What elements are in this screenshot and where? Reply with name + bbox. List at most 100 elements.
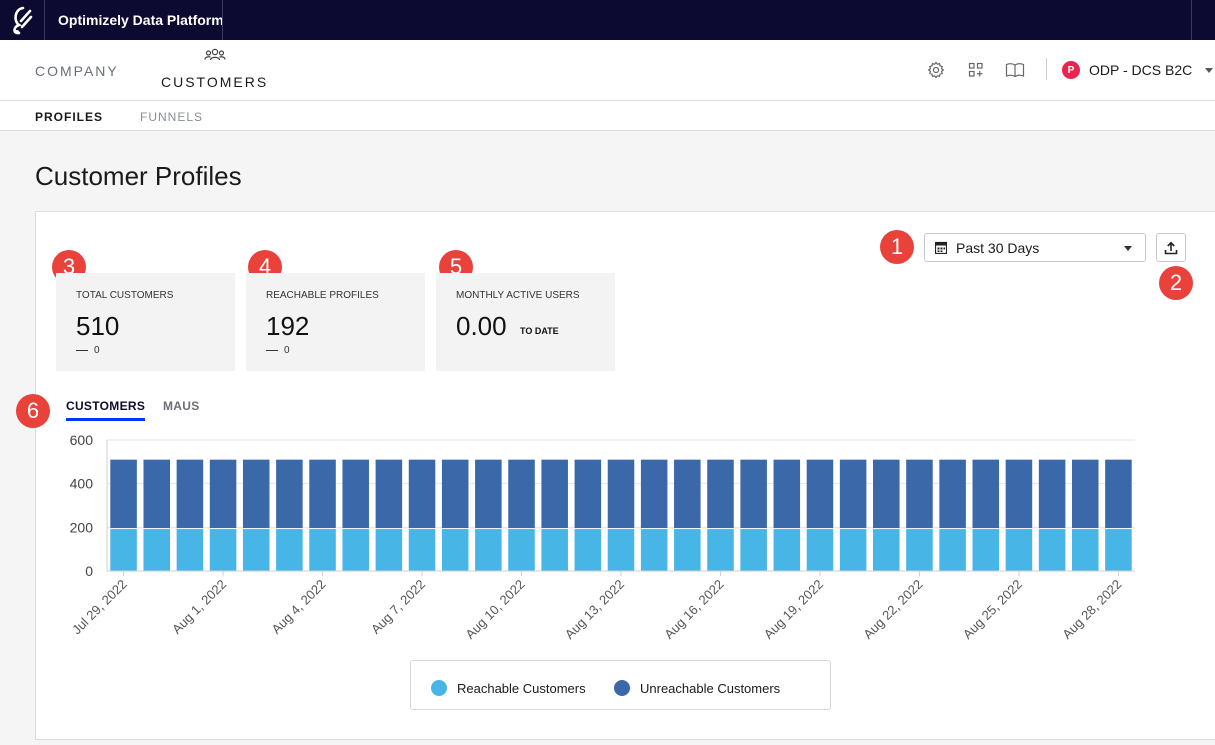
stat-monthly-active-users[interactable]: MONTHLY ACTIVE USERS 0.00 TO DATE: [436, 273, 615, 371]
bar-unreachable: [209, 459, 237, 529]
bar-reachable: [640, 529, 668, 571]
bar-reachable: [342, 529, 369, 571]
legend-item-unreachable[interactable]: Unreachable Customers: [614, 680, 780, 696]
stat-suffix: TO DATE: [520, 326, 559, 336]
legend-swatch: [431, 680, 447, 696]
x-tick-label: Aug 13, 2022: [562, 577, 627, 642]
bar-unreachable: [806, 459, 834, 529]
topbar-divider: [222, 0, 223, 40]
callout-badge: 1: [880, 230, 914, 264]
legend-item-reachable[interactable]: Reachable Customers: [431, 680, 586, 696]
nav-separator: [1046, 58, 1047, 80]
nav-customers[interactable]: CUSTOMERS: [161, 74, 269, 90]
stat-delta-value: 0: [94, 345, 100, 356]
stat-delta-value: 0: [284, 345, 290, 356]
bar-unreachable: [441, 459, 469, 529]
tab-funnels[interactable]: FUNNELS: [140, 110, 204, 124]
bar-unreachable: [607, 459, 635, 529]
bar-reachable: [242, 529, 270, 571]
x-tick-label: Aug 25, 2022: [960, 577, 1025, 642]
bar-reachable: [972, 529, 1000, 571]
bar-unreachable: [640, 459, 668, 529]
top-bar: Optimizely Data Platform: [0, 0, 1215, 40]
bar-unreachable: [176, 459, 204, 529]
bar-unreachable: [1038, 459, 1066, 529]
bar-reachable: [209, 529, 237, 571]
stat-reachable-profiles[interactable]: REACHABLE PROFILES 192 0: [246, 273, 425, 371]
bar-unreachable: [408, 459, 436, 529]
sub-nav: PROFILES FUNNELS: [0, 101, 1215, 131]
calendar-icon: [934, 241, 948, 259]
bar-unreachable: [541, 459, 568, 529]
bar-unreachable: [873, 459, 900, 529]
tab-customers-chart[interactable]: CUSTOMERS: [66, 399, 146, 421]
bar-reachable: [441, 529, 469, 571]
bar-reachable: [906, 529, 933, 571]
chevron-down-icon[interactable]: [1205, 68, 1213, 73]
legend-label: Reachable Customers: [457, 680, 586, 696]
date-range-value: Past 30 Days: [956, 240, 1040, 256]
bar-unreachable: [309, 459, 336, 529]
bar-reachable: [508, 529, 535, 571]
bar-reachable: [839, 529, 867, 571]
bar-reachable: [309, 529, 336, 571]
bar-unreachable: [674, 459, 701, 529]
y-tick-label: 200: [70, 519, 94, 535]
dash-icon: [266, 349, 278, 351]
bar-unreachable: [972, 459, 1000, 529]
x-tick-label: Jul 29, 2022: [69, 577, 130, 638]
bar-unreachable: [110, 459, 137, 529]
chevron-down-icon: [1124, 246, 1132, 251]
chart-legend: Reachable Customers Unreachable Customer…: [410, 660, 831, 710]
bar-reachable: [541, 529, 568, 571]
stat-value: 192: [266, 311, 310, 341]
tab-maus-chart[interactable]: MAUS: [163, 399, 200, 413]
main-nav: COMPANY CUSTOMERS P ODP - DC: [0, 40, 1215, 101]
bar-reachable: [607, 529, 635, 571]
bar-reachable: [276, 529, 303, 571]
bar-unreachable: [839, 459, 867, 529]
stat-label: TOTAL CUSTOMERS: [76, 290, 174, 301]
app-title: Optimizely Data Platform: [58, 12, 224, 28]
date-range-select[interactable]: Past 30 Days: [924, 233, 1146, 262]
bar-unreachable: [740, 459, 767, 529]
bar-reachable: [806, 529, 834, 571]
page-title: Customer Profiles: [35, 161, 242, 191]
bar-reachable: [939, 529, 966, 571]
account-switcher[interactable]: ODP - DCS B2C: [1089, 62, 1193, 78]
stat-label: REACHABLE PROFILES: [266, 290, 379, 301]
bar-reachable: [110, 529, 137, 571]
bar-unreachable: [375, 459, 403, 529]
book-icon[interactable]: [1005, 60, 1025, 80]
bar-unreachable: [574, 459, 602, 529]
optimizely-logo-icon[interactable]: [0, 0, 45, 40]
bar-unreachable: [773, 459, 801, 529]
bar-reachable: [740, 529, 767, 571]
bar-unreachable: [342, 459, 369, 529]
bar-reachable: [1071, 529, 1099, 571]
bar-reachable: [1105, 529, 1132, 571]
stat-delta: 0: [266, 345, 290, 356]
y-tick-label: 0: [85, 563, 93, 579]
bar-unreachable: [939, 459, 966, 529]
bar-unreachable: [143, 459, 171, 529]
export-button[interactable]: [1156, 233, 1186, 262]
bar-unreachable: [707, 459, 734, 529]
account-avatar[interactable]: P: [1062, 61, 1080, 79]
x-tick-label: Aug 16, 2022: [661, 577, 726, 642]
gear-icon[interactable]: [926, 60, 946, 80]
upload-icon: [1164, 241, 1178, 254]
bar-reachable: [574, 529, 602, 571]
bar-unreachable: [242, 459, 270, 529]
bar-reachable: [873, 529, 900, 571]
topbar-divider: [1191, 0, 1192, 40]
stat-value: 0.00: [456, 311, 507, 341]
stat-total-customers[interactable]: TOTAL CUSTOMERS 510 0: [56, 273, 235, 371]
nav-company[interactable]: COMPANY: [35, 63, 119, 79]
bar-reachable: [1005, 529, 1033, 571]
tab-profiles[interactable]: PROFILES: [35, 110, 104, 124]
bar-reachable: [707, 529, 734, 571]
apps-grid-icon[interactable]: [966, 60, 986, 80]
legend-swatch: [614, 680, 630, 696]
bar-reachable: [1038, 529, 1066, 571]
